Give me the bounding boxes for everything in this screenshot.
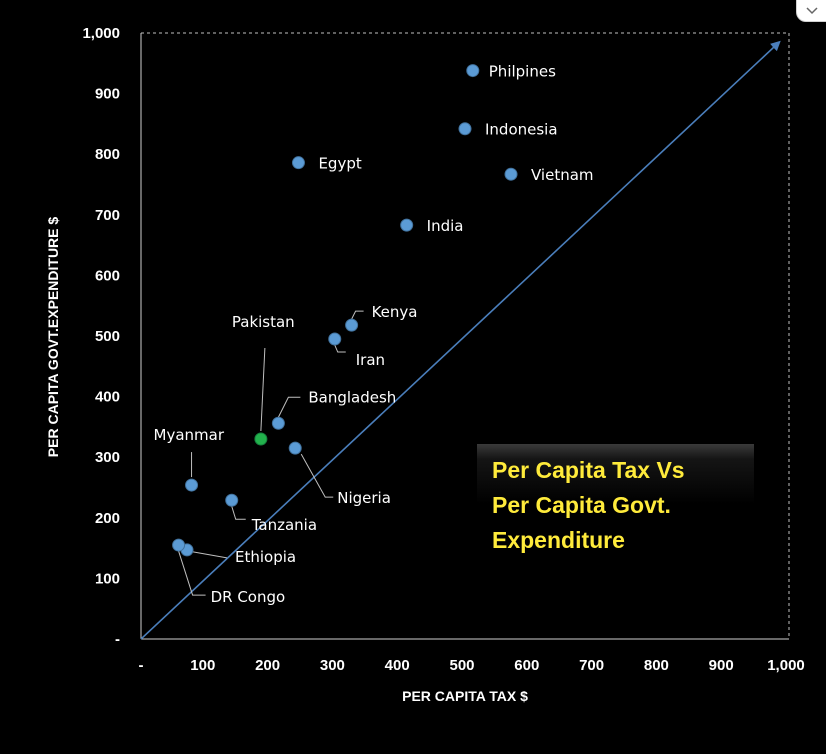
data-label: India: [427, 217, 464, 235]
leader-line: [260, 347, 266, 432]
y-tick-label: 200: [95, 510, 120, 527]
data-label: Egypt: [318, 155, 361, 173]
y-tick-label: 800: [95, 146, 120, 163]
reference-diagonal: [140, 40, 781, 640]
annotation-line-1: Per Capita Tax Vs: [492, 457, 685, 483]
x-tick-label: 700: [579, 657, 604, 674]
x-tick-label: 600: [514, 657, 539, 674]
leader-line: [178, 550, 206, 596]
data-label: Tanzania: [251, 516, 317, 534]
leader-lines: [178, 310, 364, 596]
leader-line: [231, 506, 246, 520]
data-point: [185, 478, 199, 492]
data-label: Nigeria: [337, 489, 391, 507]
y-tick-label: 100: [95, 570, 120, 587]
data-point: [466, 64, 480, 78]
y-axis-title: PER CAPITA GOVT.EXPENDITURE $: [45, 217, 61, 458]
leader-line: [277, 396, 301, 418]
point-labels: Philpines Indonesia Egypt Vietnam India Kenya…: [154, 63, 594, 606]
data-label: Pakistan: [232, 313, 295, 331]
data-label: Myanmar: [154, 426, 225, 444]
data-label: Kenya: [372, 303, 418, 321]
data-label: Vietnam: [531, 166, 594, 184]
x-tick-label: 900: [709, 657, 734, 674]
x-tick-label: 100: [190, 657, 215, 674]
x-tick-label: 300: [320, 657, 345, 674]
annotation-line-3: Expenditure: [492, 527, 625, 553]
data-label: DR Congo: [211, 588, 286, 606]
expand-button[interactable]: [796, 0, 826, 22]
x-tick-label: -: [139, 657, 144, 674]
x-tick-label: 1,000: [767, 657, 805, 674]
plot-area: [140, 32, 790, 640]
y-tick-label: 300: [95, 449, 120, 466]
y-tick-label: 1,000: [82, 25, 120, 42]
data-point: [400, 218, 414, 232]
data-point: [254, 432, 268, 446]
y-tick-label: 700: [95, 207, 120, 224]
data-point: [345, 318, 359, 332]
x-tick-label: 200: [255, 657, 280, 674]
y-tick-label: -: [115, 631, 120, 648]
leader-line: [192, 551, 228, 559]
data-point: [288, 441, 302, 455]
y-tick-label: 900: [95, 86, 120, 103]
x-tick-label: 500: [449, 657, 474, 674]
data-label: Iran: [356, 351, 385, 369]
data-points: [172, 64, 518, 557]
data-label: Ethiopia: [235, 548, 296, 566]
chevron-down-icon: [805, 1, 819, 20]
diagonal-line: [140, 40, 781, 640]
x-axis-ticks: - 100 200 300 400 500 600 700 800 900 1,000: [139, 657, 805, 674]
data-point: [328, 332, 342, 346]
y-tick-label: 500: [95, 328, 120, 345]
y-axis-ticks: - 100 200 300 400 500 600 700 800 900 1,000: [82, 25, 120, 648]
y-tick-label: 400: [95, 389, 120, 406]
data-point: [504, 167, 518, 181]
data-point: [458, 122, 472, 136]
data-label: Bangladesh: [308, 388, 396, 406]
data-point: [172, 538, 186, 552]
y-tick-label: 600: [95, 267, 120, 284]
leader-line: [300, 453, 334, 498]
data-label: Indonesia: [485, 121, 558, 139]
annotation-line-2: Per Capita Govt.: [492, 492, 671, 518]
data-point: [225, 493, 239, 507]
x-axis-title: PER CAPITA TAX $: [402, 688, 528, 704]
data-label: Philpines: [489, 63, 556, 81]
annotation-box: Per Capita Tax Vs Per Capita Govt. Expen…: [477, 444, 754, 553]
data-point: [291, 156, 305, 170]
leader-line: [351, 310, 364, 320]
x-tick-label: 400: [385, 657, 410, 674]
leader-line: [334, 344, 346, 353]
x-tick-label: 800: [644, 657, 669, 674]
data-point: [271, 416, 285, 430]
